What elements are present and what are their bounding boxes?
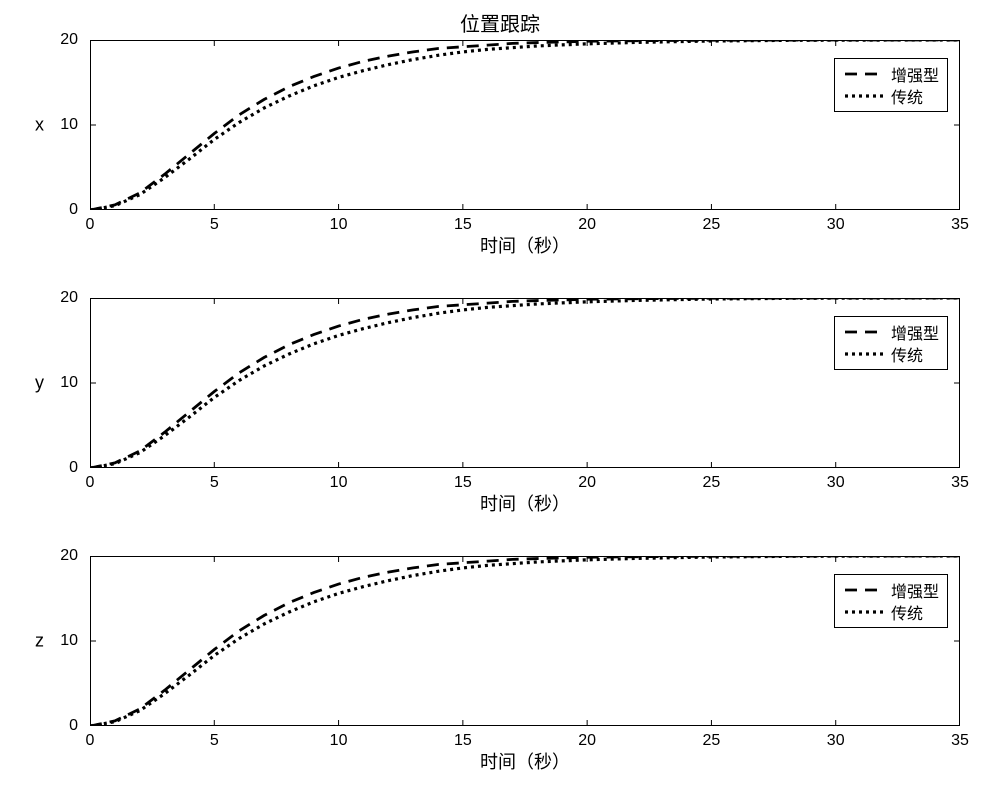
xtick-label: 20 xyxy=(578,216,596,234)
xtick-label: 30 xyxy=(827,216,845,234)
ytick-label: 10 xyxy=(60,116,78,134)
legend-swatch-icon xyxy=(843,343,885,365)
legend-swatch-icon xyxy=(843,63,885,85)
ylabel-z: z xyxy=(35,631,44,652)
legend-row: 增强型 xyxy=(843,63,939,85)
xtick-label: 5 xyxy=(210,474,219,492)
xtick-label: 25 xyxy=(703,732,721,750)
ylabel-x: x xyxy=(35,115,44,136)
xlabel-z: 时间（秒） xyxy=(90,748,960,774)
subplot-x: x 时间（秒） 增强型传统 0510152025303501020 xyxy=(90,40,960,210)
legend-row: 增强型 xyxy=(843,321,939,343)
subplot-y: y 时间（秒） 增强型传统 0510152025303501020 xyxy=(90,298,960,468)
xtick-label: 10 xyxy=(330,732,348,750)
legend-row: 增强型 xyxy=(843,579,939,601)
legend-label: 增强型 xyxy=(891,62,939,86)
xtick-label: 0 xyxy=(86,732,95,750)
xtick-label: 35 xyxy=(951,732,969,750)
legend-label: 增强型 xyxy=(891,320,939,344)
xtick-label: 5 xyxy=(210,732,219,750)
figure-title: 位置跟踪 xyxy=(0,8,1000,37)
ytick-label: 10 xyxy=(60,374,78,392)
xtick-label: 25 xyxy=(703,474,721,492)
legend-label: 增强型 xyxy=(891,578,939,602)
legend-swatch-icon xyxy=(843,579,885,601)
legend-y: 增强型传统 xyxy=(834,316,948,370)
xtick-label: 0 xyxy=(86,216,95,234)
plot-area-x xyxy=(90,40,960,210)
xtick-label: 25 xyxy=(703,216,721,234)
legend-label: 传统 xyxy=(891,84,923,108)
xtick-label: 15 xyxy=(454,474,472,492)
legend-swatch-icon xyxy=(843,321,885,343)
plot-area-z xyxy=(90,556,960,726)
xtick-label: 20 xyxy=(578,474,596,492)
xtick-label: 20 xyxy=(578,732,596,750)
xtick-label: 35 xyxy=(951,216,969,234)
ylabel-y: y xyxy=(35,373,44,394)
plot-area-y xyxy=(90,298,960,468)
ytick-label: 0 xyxy=(69,459,78,477)
ytick-label: 20 xyxy=(60,31,78,49)
ytick-label: 10 xyxy=(60,632,78,650)
figure: 位置跟踪 x 时间（秒） 增强型传统 0510152025303501020 y… xyxy=(0,0,1000,806)
xlabel-x: 时间（秒） xyxy=(90,232,960,258)
legend-swatch-icon xyxy=(843,85,885,107)
xtick-label: 15 xyxy=(454,732,472,750)
legend-swatch-icon xyxy=(843,601,885,623)
xtick-label: 30 xyxy=(827,732,845,750)
legend-row: 传统 xyxy=(843,343,939,365)
xtick-label: 35 xyxy=(951,474,969,492)
xtick-label: 30 xyxy=(827,474,845,492)
legend-label: 传统 xyxy=(891,600,923,624)
xlabel-y: 时间（秒） xyxy=(90,490,960,516)
xtick-label: 0 xyxy=(86,474,95,492)
xtick-label: 10 xyxy=(330,474,348,492)
legend-row: 传统 xyxy=(843,601,939,623)
legend-label: 传统 xyxy=(891,342,923,366)
legend-row: 传统 xyxy=(843,85,939,107)
ytick-label: 0 xyxy=(69,717,78,735)
ytick-label: 20 xyxy=(60,289,78,307)
legend-z: 增强型传统 xyxy=(834,574,948,628)
ytick-label: 0 xyxy=(69,201,78,219)
subplot-z: z 时间（秒） 增强型传统 0510152025303501020 xyxy=(90,556,960,726)
xtick-label: 5 xyxy=(210,216,219,234)
xtick-label: 10 xyxy=(330,216,348,234)
legend-x: 增强型传统 xyxy=(834,58,948,112)
ytick-label: 20 xyxy=(60,547,78,565)
xtick-label: 15 xyxy=(454,216,472,234)
